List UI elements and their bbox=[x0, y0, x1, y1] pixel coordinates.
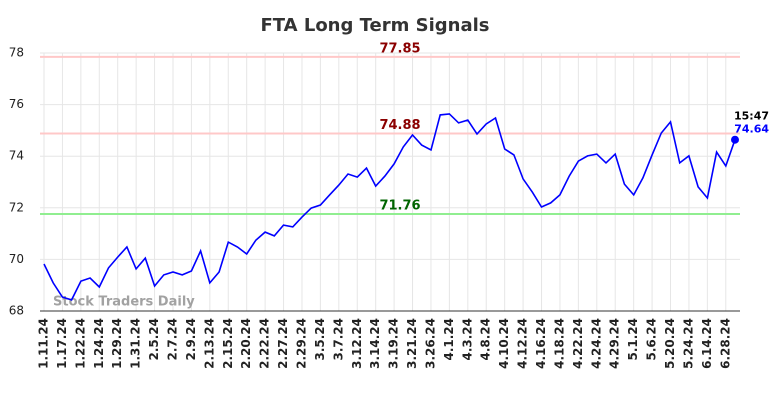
x-tick-label: 1.22.24 bbox=[73, 318, 87, 369]
x-tick-label: 4.18.24 bbox=[552, 318, 566, 369]
x-tick-label: 3.21.24 bbox=[405, 318, 419, 369]
x-tick-label: 4.29.24 bbox=[608, 318, 622, 369]
x-tick-label: 2.9.24 bbox=[184, 318, 198, 361]
last-time: 15:47 bbox=[734, 110, 769, 123]
x-tick-label: 3.7.24 bbox=[331, 318, 345, 361]
x-tick-label: 5.20.24 bbox=[663, 318, 677, 369]
y-tick-label: 78 bbox=[9, 46, 24, 60]
x-tick-label: 3.19.24 bbox=[387, 318, 401, 369]
signal-label: 77.85 bbox=[379, 41, 420, 56]
x-tick-label: 2.22.24 bbox=[258, 318, 272, 369]
y-tick-label: 68 bbox=[9, 304, 24, 318]
x-tick-label: 1.29.24 bbox=[110, 318, 124, 369]
x-tick-label: 1.24.24 bbox=[92, 318, 106, 369]
x-tick-label: 4.10.24 bbox=[497, 318, 511, 369]
x-tick-label: 4.3.24 bbox=[460, 318, 474, 361]
price-line bbox=[43, 113, 736, 301]
x-tick-label: 1.31.24 bbox=[129, 318, 143, 369]
y-tick-label: 74 bbox=[9, 149, 24, 163]
watermark: Stock Traders Daily bbox=[53, 295, 195, 310]
signal-label: 74.88 bbox=[379, 118, 420, 133]
x-tick-label: 3.14.24 bbox=[368, 318, 382, 369]
x-tick-label: 1.17.24 bbox=[55, 318, 69, 369]
x-tick-label: 4.12.24 bbox=[516, 318, 530, 369]
x-tick-label: 3.26.24 bbox=[423, 318, 437, 369]
x-tick-label: 3.5.24 bbox=[313, 318, 327, 361]
x-tick-label: 6.14.24 bbox=[700, 318, 714, 369]
x-tick-label: 5.24.24 bbox=[681, 318, 695, 369]
x-tick-label: 2.15.24 bbox=[221, 318, 235, 369]
x-tick-label: 5.1.24 bbox=[626, 318, 640, 361]
last-point bbox=[731, 135, 739, 144]
x-tick-label: 2.13.24 bbox=[202, 318, 216, 369]
x-tick-label: 5.6.24 bbox=[645, 318, 659, 361]
x-tick-label: 2.5.24 bbox=[147, 318, 161, 361]
x-tick-label: 4.8.24 bbox=[479, 318, 493, 361]
x-tick-label: 2.29.24 bbox=[294, 318, 308, 369]
x-tick-label: 2.27.24 bbox=[276, 318, 290, 369]
y-tick-label: 76 bbox=[9, 97, 24, 111]
x-tick-label: 4.16.24 bbox=[534, 318, 548, 369]
chart-title: FTA Long Term Signals bbox=[260, 15, 489, 36]
x-tick-label: 1.11.24 bbox=[37, 318, 51, 369]
y-tick-label: 70 bbox=[9, 252, 24, 266]
x-tick-label: 4.24.24 bbox=[589, 318, 603, 369]
x-tick-label: 4.22.24 bbox=[571, 318, 585, 369]
x-tick-label: 3.12.24 bbox=[350, 318, 364, 369]
signal-label: 71.76 bbox=[379, 198, 420, 213]
x-tick-label: 6.28.24 bbox=[718, 318, 732, 369]
x-tick-label: 2.20.24 bbox=[239, 318, 253, 369]
x-tick-label: 4.1.24 bbox=[442, 318, 456, 361]
y-tick-label: 72 bbox=[9, 200, 24, 214]
x-tick-label: 2.7.24 bbox=[165, 318, 179, 361]
last-value: 74.64 bbox=[734, 123, 769, 136]
